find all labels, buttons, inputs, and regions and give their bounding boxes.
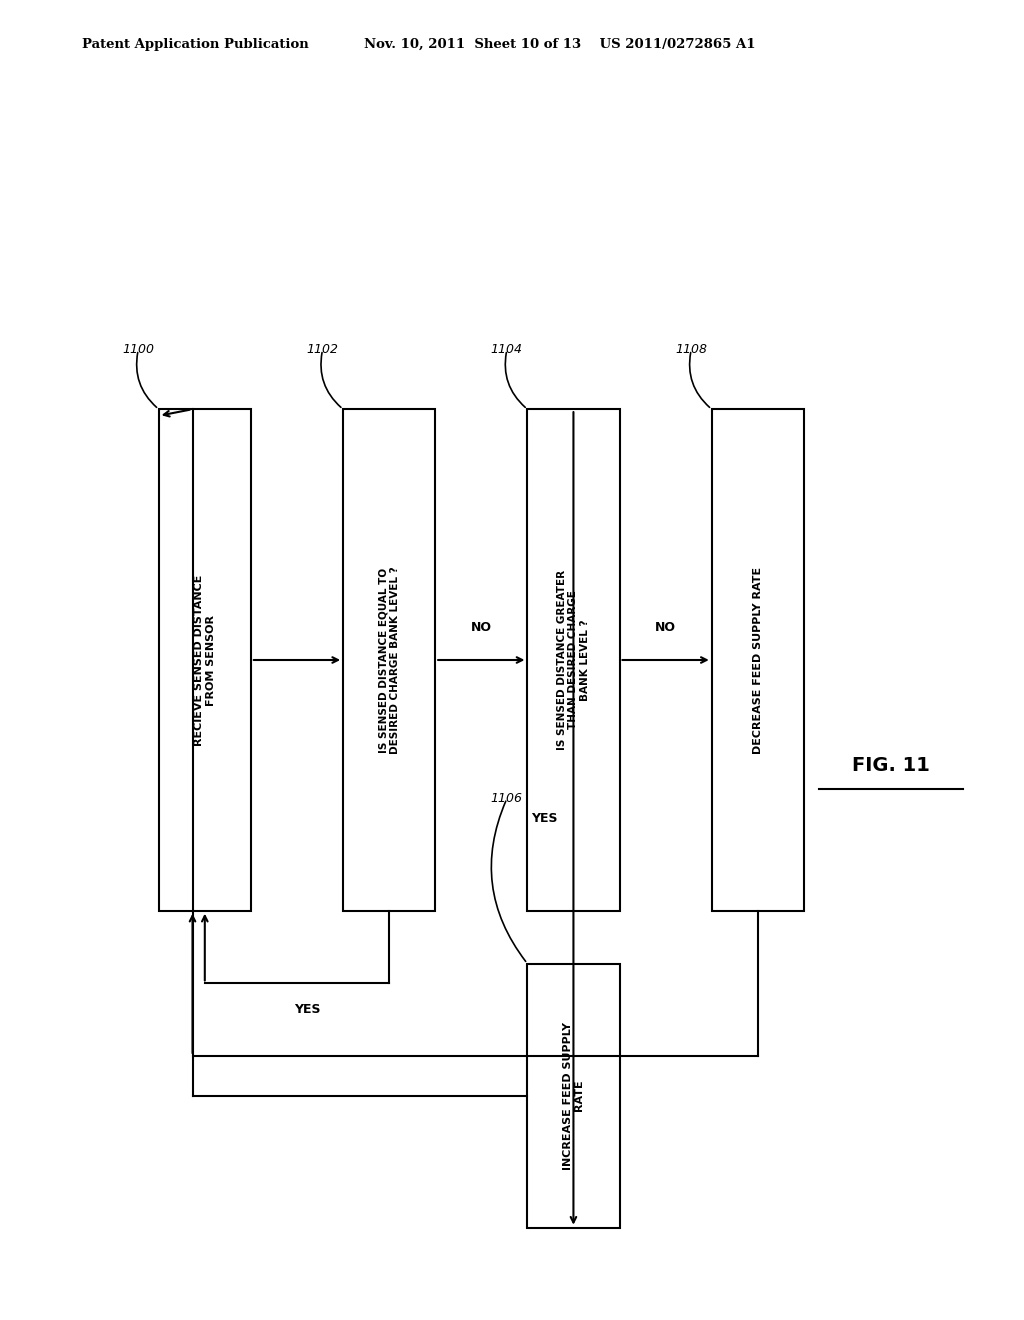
Text: NO: NO — [471, 620, 492, 634]
Text: RECIEVE SENSED DISTANCE
FROM SENSOR: RECIEVE SENSED DISTANCE FROM SENSOR — [194, 574, 216, 746]
Text: 1102: 1102 — [306, 343, 339, 356]
Text: DECREASE FEED SUPPLY RATE: DECREASE FEED SUPPLY RATE — [753, 566, 763, 754]
Bar — [527, 409, 620, 911]
Text: 1106: 1106 — [490, 792, 523, 805]
Bar — [527, 964, 620, 1228]
Text: 1108: 1108 — [675, 343, 708, 356]
Text: YES: YES — [531, 812, 558, 825]
Text: 1100: 1100 — [122, 343, 155, 356]
Text: IS SENSED DISTANCE EQUAL TO
DESIRED CHARGE BANK LEVEL ?: IS SENSED DISTANCE EQUAL TO DESIRED CHAR… — [378, 566, 400, 754]
Text: Patent Application Publication: Patent Application Publication — [82, 37, 308, 50]
Bar — [343, 409, 435, 911]
Text: INCREASE FEED SUPPLY
RATE: INCREASE FEED SUPPLY RATE — [562, 1022, 585, 1170]
Bar — [159, 409, 251, 911]
Text: YES: YES — [294, 1003, 321, 1016]
Text: Nov. 10, 2011  Sheet 10 of 13    US 2011/0272865 A1: Nov. 10, 2011 Sheet 10 of 13 US 2011/027… — [364, 37, 755, 50]
Text: NO: NO — [655, 620, 676, 634]
Text: FIG. 11: FIG. 11 — [852, 756, 930, 775]
Bar — [712, 409, 804, 911]
Text: IS SENSED DISTANCE GREATER
THAN DESIRED CHARGE
BANK LEVEL ?: IS SENSED DISTANCE GREATER THAN DESIRED … — [557, 570, 590, 750]
Text: 1104: 1104 — [490, 343, 523, 356]
